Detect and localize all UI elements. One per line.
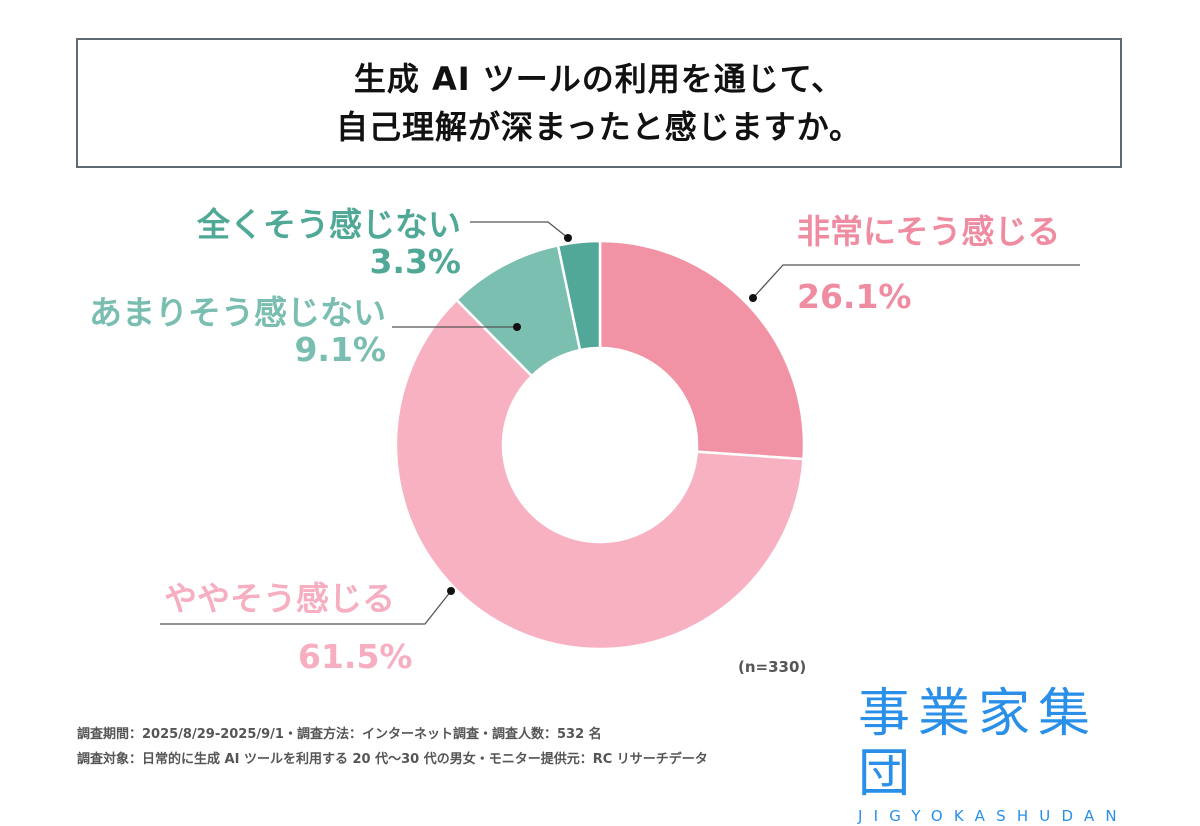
donut-chart (160, 221, 1080, 651)
leader-dot-very (749, 294, 757, 302)
value-very: 26.1% (797, 277, 912, 316)
label-very: 非常にそう感じる (797, 212, 1061, 251)
logo: 事業家集団 JIGYOKASHUDAN (858, 684, 1128, 826)
leader-line-very (752, 264, 1080, 299)
value-somewhat: 61.5% (298, 637, 413, 676)
leader-line-somewhat (160, 590, 452, 625)
footer-survey-period: 調査期間：2025/8/29-2025/9/1・調査方法：インターネット調査・調… (77, 727, 602, 742)
label-notmuch: あまりそう感じない (89, 293, 386, 332)
logo-kanji: 事業家集団 (858, 684, 1099, 804)
title-line-1: 生成 AI ツールの利用を通じて、 (353, 60, 845, 98)
logo-roman: JIGYOKASHUDAN (858, 807, 1128, 825)
leader-dot-notatall (564, 234, 572, 242)
footer-survey-target: 調査対象：日常的に生成 AI ツールを利用する 20 代〜30 代の男女・モニタ… (77, 752, 708, 767)
title-line-2: 自己理解が深まったと感じますか。 (335, 108, 863, 146)
label-somewhat: ややそう感じる (164, 579, 395, 618)
value-notmuch: 9.1% (294, 330, 386, 369)
sample-size: (n=330) (738, 658, 807, 676)
slice-notatall (556, 239, 602, 352)
slice-somewhat (394, 298, 805, 651)
leader-lines (160, 221, 1080, 625)
title-box: 生成 AI ツールの利用を通じて、 自己理解が深まったと感じますか。 (76, 38, 1122, 168)
leader-dot-notmuch (513, 323, 521, 331)
label-notatall: 全くそう感じない (197, 205, 461, 244)
leader-dot-somewhat (447, 587, 455, 595)
value-notatall: 3.3% (369, 242, 461, 281)
leader-line-notatall (470, 221, 569, 239)
slice-very (598, 239, 806, 461)
